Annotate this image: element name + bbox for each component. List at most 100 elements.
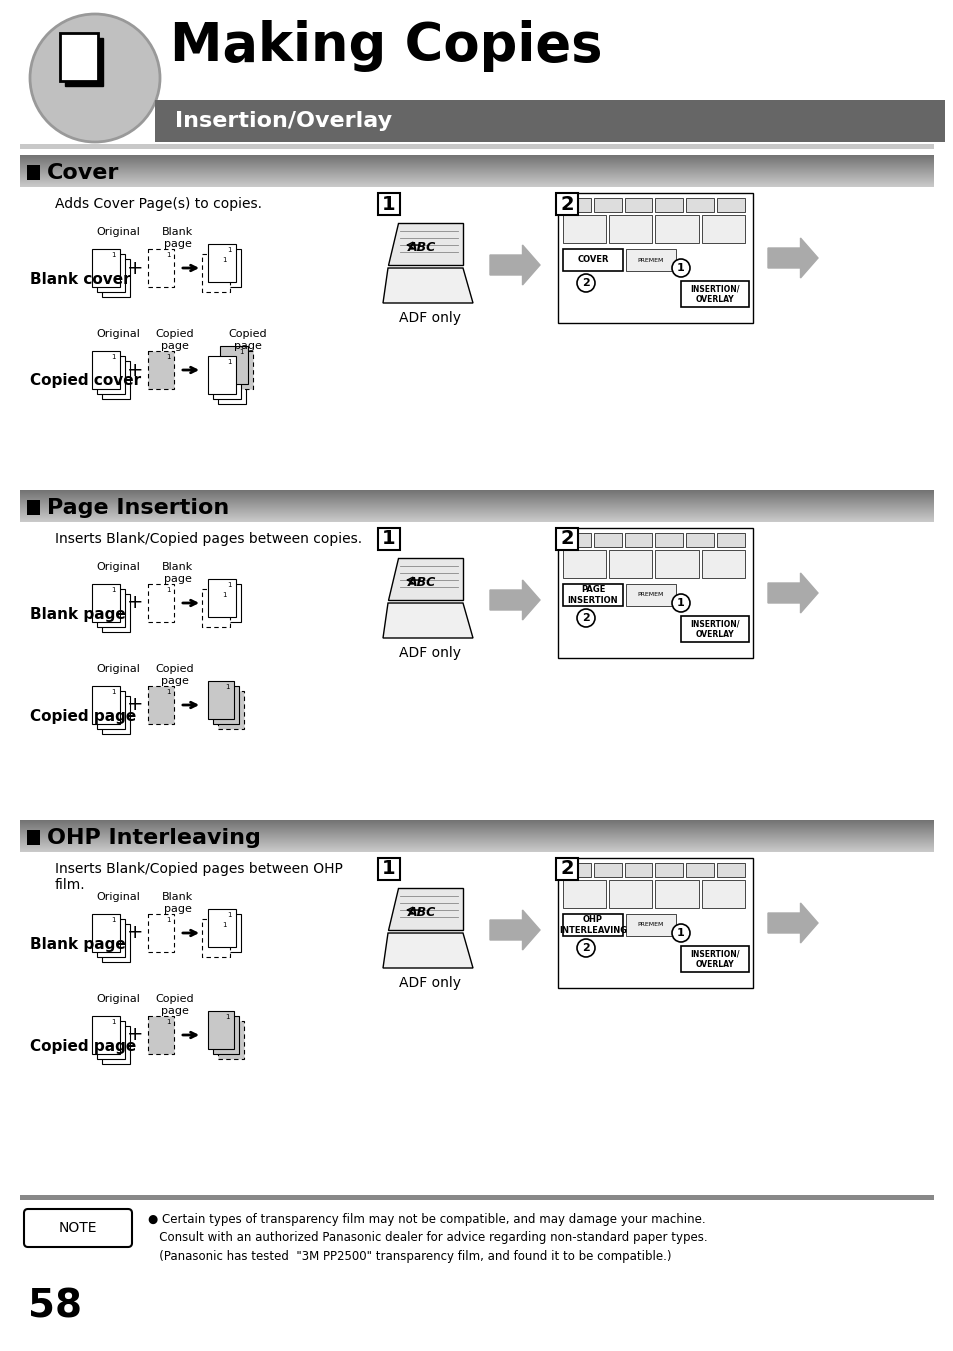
Bar xyxy=(202,919,230,957)
Text: 2: 2 xyxy=(559,530,573,549)
Polygon shape xyxy=(382,267,473,303)
Text: ADF only: ADF only xyxy=(398,311,460,326)
Bar xyxy=(148,584,173,621)
Text: INSERTION/
OVERLAY: INSERTION/ OVERLAY xyxy=(690,950,739,969)
Text: +: + xyxy=(127,924,143,943)
Text: OHP
INTERLEAVING: OHP INTERLEAVING xyxy=(558,915,626,935)
Bar xyxy=(91,686,120,724)
Text: Page Insertion: Page Insertion xyxy=(47,499,229,517)
Bar xyxy=(91,351,120,389)
Bar xyxy=(701,215,744,243)
Bar xyxy=(218,1021,244,1059)
Text: 1: 1 xyxy=(238,349,243,355)
Text: 2: 2 xyxy=(230,1019,233,1025)
Text: 1: 1 xyxy=(166,354,170,359)
Bar xyxy=(377,858,399,880)
Text: 1: 1 xyxy=(382,195,395,213)
Text: PAGE
INSERTION: PAGE INSERTION xyxy=(567,585,618,605)
Bar xyxy=(213,361,241,399)
Bar xyxy=(655,550,698,578)
Text: ABC: ABC xyxy=(408,576,436,589)
Text: 1: 1 xyxy=(227,359,231,365)
Text: Blank
page: Blank page xyxy=(162,892,193,913)
Bar xyxy=(97,919,125,957)
Text: COVER: COVER xyxy=(577,255,608,265)
Polygon shape xyxy=(490,245,539,285)
Text: 1: 1 xyxy=(225,684,229,690)
Bar xyxy=(91,249,120,286)
Bar xyxy=(148,686,173,724)
Text: 1: 1 xyxy=(382,859,395,878)
Bar xyxy=(609,880,652,908)
Text: 3: 3 xyxy=(236,369,241,376)
Bar xyxy=(154,100,944,142)
Bar xyxy=(609,550,652,578)
Text: 3: 3 xyxy=(121,262,125,267)
Text: 2: 2 xyxy=(115,921,120,928)
Text: 2: 2 xyxy=(115,1024,120,1029)
Bar xyxy=(97,1021,125,1059)
Text: 1: 1 xyxy=(227,247,231,253)
Bar xyxy=(625,915,676,936)
Bar xyxy=(148,249,173,286)
Bar xyxy=(562,534,590,547)
Polygon shape xyxy=(767,902,817,943)
Bar xyxy=(102,1025,130,1065)
Text: ABC: ABC xyxy=(408,240,436,254)
Bar xyxy=(556,858,578,880)
Text: INSERTION/
OVERLAY: INSERTION/ OVERLAY xyxy=(690,284,739,304)
Bar xyxy=(65,38,103,86)
Text: Copied
page: Copied page xyxy=(155,994,194,1016)
Polygon shape xyxy=(388,558,462,600)
Bar xyxy=(208,909,235,947)
Bar xyxy=(655,199,682,212)
Circle shape xyxy=(577,274,595,292)
Bar xyxy=(213,584,241,621)
Circle shape xyxy=(671,924,689,942)
Polygon shape xyxy=(490,911,539,950)
Bar xyxy=(202,254,230,292)
Text: 2: 2 xyxy=(115,592,120,598)
Polygon shape xyxy=(388,223,462,265)
Bar xyxy=(556,193,578,215)
Text: 1: 1 xyxy=(677,598,684,608)
Text: ● Certain types of transparency film may not be compatible, and may damage your : ● Certain types of transparency film may… xyxy=(148,1213,707,1263)
Bar xyxy=(220,346,248,384)
Text: 2: 2 xyxy=(232,253,236,258)
Text: 2: 2 xyxy=(115,359,120,365)
Bar xyxy=(556,528,578,550)
Bar xyxy=(91,915,120,952)
Bar xyxy=(148,915,173,952)
Text: Blank
page: Blank page xyxy=(162,562,193,584)
Bar xyxy=(625,584,676,607)
Bar xyxy=(102,361,130,399)
Text: ADF only: ADF only xyxy=(398,646,460,661)
Bar xyxy=(377,528,399,550)
Bar xyxy=(102,924,130,962)
Bar xyxy=(680,616,748,642)
Bar xyxy=(213,1016,239,1054)
Bar xyxy=(27,830,40,844)
Text: Original: Original xyxy=(96,663,140,674)
Polygon shape xyxy=(767,238,817,278)
Bar xyxy=(148,1016,173,1054)
Text: 1: 1 xyxy=(166,689,170,694)
Text: 1: 1 xyxy=(382,530,395,549)
Bar xyxy=(685,199,714,212)
Text: 1: 1 xyxy=(166,586,170,593)
Polygon shape xyxy=(382,603,473,638)
Text: 1: 1 xyxy=(166,253,170,258)
Text: Copied
page: Copied page xyxy=(229,330,267,351)
Text: Inserts Blank/Copied pages between OHP
film.: Inserts Blank/Copied pages between OHP f… xyxy=(55,862,342,892)
Text: +: + xyxy=(127,593,143,612)
Text: Original: Original xyxy=(96,330,140,339)
Text: 1: 1 xyxy=(111,917,115,923)
Bar xyxy=(593,199,621,212)
Bar xyxy=(558,193,752,323)
Bar xyxy=(213,249,241,286)
Bar xyxy=(213,915,241,952)
Text: 3: 3 xyxy=(121,927,125,934)
Bar xyxy=(593,534,621,547)
Bar xyxy=(102,594,130,632)
Text: +: + xyxy=(127,258,143,277)
